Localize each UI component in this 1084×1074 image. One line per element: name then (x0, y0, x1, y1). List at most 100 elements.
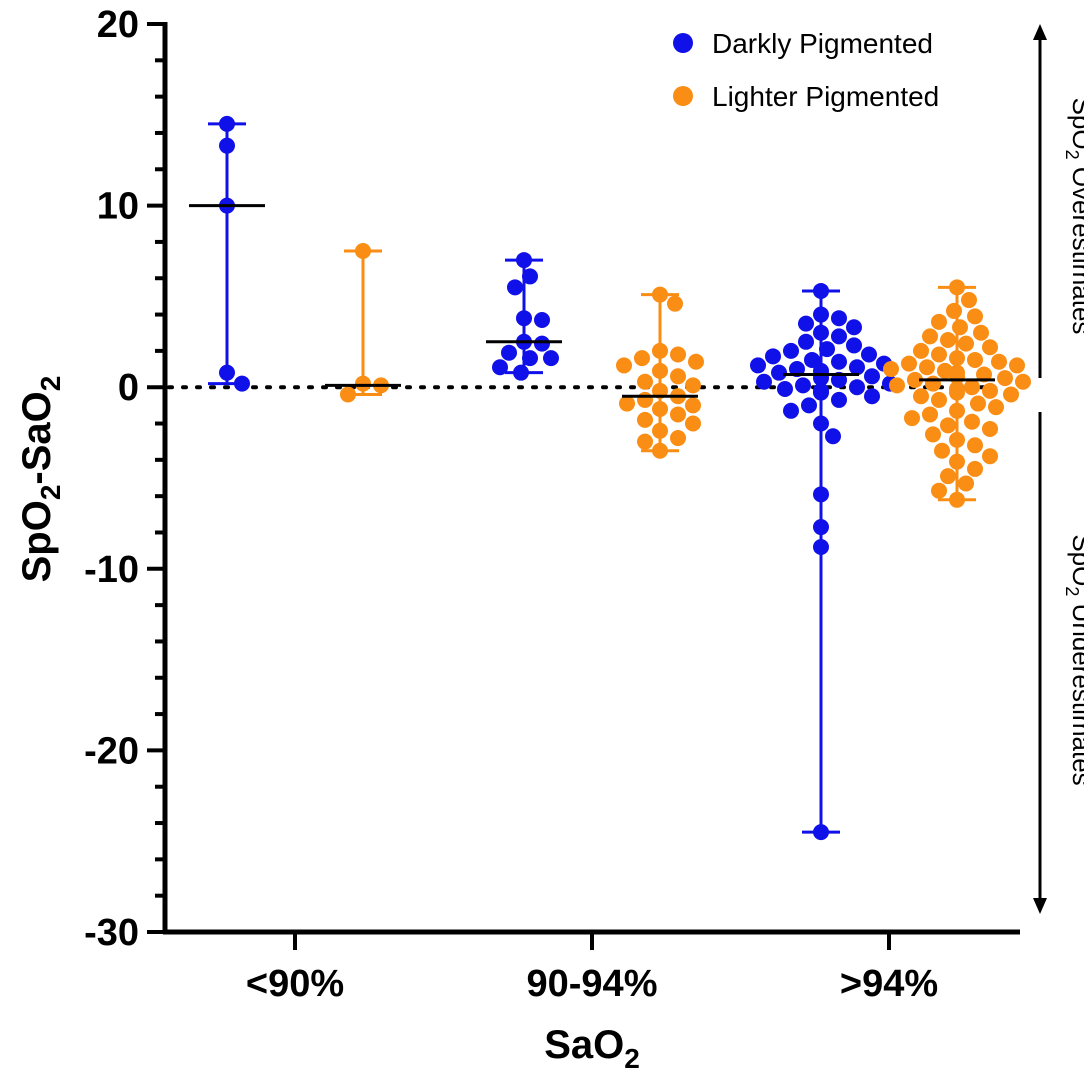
data-point (685, 415, 701, 432)
y-ticks: 20 10 0 -10 -20 -30 (84, 4, 165, 954)
y-tick-label: 0 (118, 367, 139, 409)
y-tick-label: 20 (97, 4, 139, 46)
data-point (783, 342, 799, 359)
data-point (913, 342, 929, 359)
data-point (543, 350, 559, 367)
data-point (652, 286, 668, 303)
data-point (931, 313, 947, 330)
y-tick-label: -10 (84, 549, 139, 591)
data-point (967, 308, 983, 325)
data-point (988, 399, 1004, 416)
data-point (849, 359, 865, 376)
data-point (534, 335, 550, 352)
data-point (765, 348, 781, 365)
data-point (813, 324, 829, 341)
data-point (522, 268, 538, 285)
data-point (652, 362, 668, 379)
data-point (831, 391, 847, 408)
data-point (991, 353, 1007, 370)
data-point (813, 824, 829, 841)
data-point (949, 350, 965, 367)
data-point (970, 395, 986, 412)
data-point (937, 362, 953, 379)
data-point (949, 491, 965, 508)
data-point (958, 475, 974, 492)
data-point (973, 324, 989, 341)
data-point (922, 406, 938, 423)
x-tick-label: >94% (840, 963, 938, 1005)
data-point (997, 370, 1013, 387)
data-point (934, 442, 950, 459)
data-point (825, 428, 841, 445)
data-point (813, 539, 829, 556)
data-point (831, 353, 847, 370)
data-point (688, 353, 704, 370)
data-point (637, 391, 653, 408)
data-point (652, 422, 668, 439)
data-point (949, 279, 965, 296)
legend-marker-darkly-pigmented (673, 33, 693, 53)
data-point (1009, 357, 1025, 374)
data-point (637, 411, 653, 428)
data-point (883, 361, 899, 378)
data-point (864, 368, 880, 385)
data-point (637, 373, 653, 390)
data-point (961, 292, 977, 309)
data-point (522, 350, 538, 367)
overestimates-label: SpO2 Overestimates (1062, 98, 1084, 335)
x-axis-title: SaO2 (544, 1023, 640, 1074)
annotations: SpO2 Overestimates SpO2 Underestimates (1033, 24, 1084, 914)
data-point (919, 359, 935, 376)
data-point (831, 328, 847, 345)
data-point (234, 375, 250, 392)
data-point (670, 346, 686, 363)
data-point (1003, 386, 1019, 403)
data-point (667, 295, 683, 312)
data-point (516, 252, 532, 269)
data-point (964, 379, 980, 396)
x-tick-label: 90-94% (527, 963, 658, 1005)
series-0 (189, 115, 898, 841)
data-point (958, 335, 974, 352)
underestimates-label: SpO2 Underestimates (1062, 534, 1084, 785)
data-point (771, 364, 787, 381)
data-point (949, 384, 965, 401)
underestimate-arrow-head (1033, 898, 1047, 914)
legend-label-darkly-pigmented: Darkly Pigmented (712, 28, 933, 59)
data-point (940, 468, 956, 485)
data-point (801, 397, 817, 414)
data-point (813, 282, 829, 299)
data-point (952, 319, 968, 336)
data-point (652, 342, 668, 359)
data-point (501, 344, 517, 361)
data-point (492, 359, 508, 376)
data-point (931, 482, 947, 499)
data-point (913, 388, 929, 405)
data-point (534, 312, 550, 329)
data-point (982, 339, 998, 356)
y-tick-label: -20 (84, 730, 139, 772)
data-point (652, 400, 668, 417)
data-point (949, 402, 965, 419)
y-axis-title: SpO2-SaO2 (15, 376, 66, 583)
data-point (219, 137, 235, 154)
data-point (783, 402, 799, 419)
data-point (864, 388, 880, 405)
data-point (670, 430, 686, 447)
data-point (813, 519, 829, 536)
data-point (925, 375, 941, 392)
data-point (355, 243, 371, 259)
data-point (964, 413, 980, 430)
data-point (750, 357, 766, 374)
data-point (813, 306, 829, 323)
x-tick-label: <90% (246, 963, 344, 1005)
data-point (652, 442, 668, 459)
data-point (982, 382, 998, 399)
data-point (670, 368, 686, 385)
data-point (946, 302, 962, 319)
data-point (685, 397, 701, 414)
legend-marker-lighter-pigmented (673, 86, 693, 106)
data-point (637, 433, 653, 450)
data-point (922, 328, 938, 345)
